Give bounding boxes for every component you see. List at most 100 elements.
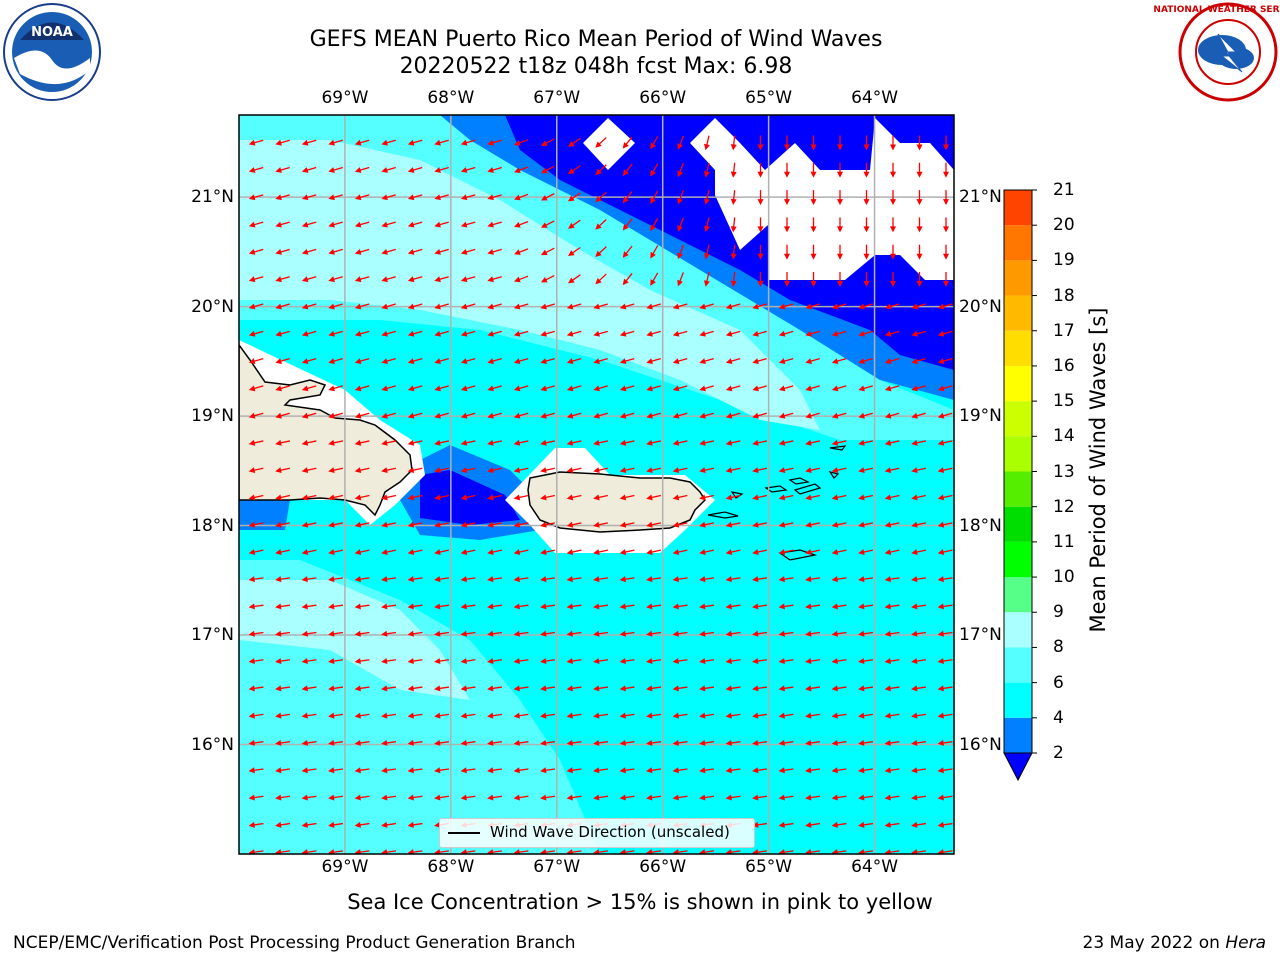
- direction-arrow-head: [301, 358, 309, 364]
- direction-arrow-head: [301, 276, 309, 283]
- direction-arrow-head: [831, 385, 839, 392]
- direction-arrow-head: [884, 385, 892, 392]
- direction-arrow-head: [248, 549, 256, 555]
- direction-arrow-head: [434, 439, 441, 446]
- direction-arrow-head: [354, 821, 361, 828]
- direction-arrow-head: [704, 171, 710, 178]
- direction-arrow-head: [778, 358, 786, 364]
- direction-arrow-head: [884, 412, 892, 419]
- direction-arrow-head: [566, 630, 573, 637]
- direction-arrow-head: [513, 794, 520, 801]
- lon-label-bottom: 68°W: [427, 857, 475, 877]
- direction-arrow-head: [275, 139, 282, 146]
- direction-arrow-head: [513, 385, 521, 392]
- direction-arrow-head: [407, 385, 415, 392]
- direction-arrow-head: [672, 630, 679, 637]
- direction-arrow-head: [646, 412, 653, 419]
- direction-arrow-head: [514, 194, 521, 201]
- direction-arrow-head: [725, 303, 733, 310]
- direction-arrow-head: [884, 794, 891, 801]
- direction-arrow-head: [699, 549, 706, 555]
- direction-arrow-head: [937, 303, 945, 310]
- direction-arrow-head: [381, 821, 388, 828]
- direction-arrow-head: [248, 658, 255, 665]
- direction-arrow-head: [619, 467, 627, 474]
- direction-arrow-head: [328, 849, 335, 854]
- direction-arrow-head: [884, 739, 891, 746]
- direction-arrow-head: [672, 467, 680, 474]
- direction-arrow-head: [622, 142, 629, 149]
- colorbar-tick-label: 6: [1053, 672, 1064, 693]
- direction-arrow-head: [725, 494, 733, 501]
- direction-arrow-head: [699, 794, 706, 801]
- direction-arrow-head: [752, 521, 759, 528]
- direction-arrow-head: [513, 494, 521, 501]
- direction-arrow-head: [248, 576, 255, 583]
- direction-arrow-head: [381, 794, 388, 801]
- direction-arrow-head: [699, 658, 706, 665]
- direction-arrow-head: [595, 141, 602, 148]
- direction-arrow-head: [566, 521, 574, 528]
- direction-arrow-head: [328, 412, 335, 419]
- colorbar-label: Mean Period of Wind Waves [s]: [1086, 307, 1110, 633]
- direction-arrow-head: [805, 712, 812, 719]
- direction-arrow-head: [858, 439, 865, 446]
- map-frame: [238, 114, 955, 855]
- direction-arrow-head: [884, 494, 892, 501]
- direction-arrow-head: [301, 521, 309, 528]
- direction-arrow-head: [911, 767, 918, 774]
- direction-arrow-head: [434, 194, 441, 201]
- direction-arrow-head: [434, 712, 441, 719]
- direction-arrow-head: [837, 226, 843, 233]
- direction-arrow-head: [354, 712, 361, 719]
- direction-arrow-head: [301, 821, 308, 828]
- lat-label-right: 17°N: [959, 625, 1002, 646]
- chart-subtitle: 20220522 t18z 048h fcst Max: 6.98: [399, 54, 793, 79]
- direction-arrow-head: [916, 171, 923, 178]
- direction-arrow-head: [434, 385, 441, 392]
- direction-arrow-head: [566, 439, 574, 446]
- direction-arrow-head: [704, 225, 710, 233]
- direction-arrow-head: [810, 253, 817, 260]
- lat-label-right: 20°N: [959, 296, 1002, 317]
- direction-arrow-head: [460, 494, 468, 501]
- direction-arrow-head: [704, 252, 710, 260]
- footer-date-text: 23 May 2022 on: [1082, 933, 1226, 953]
- direction-arrow-head: [884, 358, 892, 364]
- direction-arrow-head: [757, 199, 764, 206]
- direction-arrow-head: [863, 226, 870, 233]
- direction-arrow-head: [354, 494, 362, 501]
- direction-arrow-head: [248, 330, 256, 337]
- direction-arrow-head: [434, 139, 441, 146]
- direction-arrow-head: [672, 739, 679, 746]
- direction-arrow-head: [275, 549, 282, 555]
- direction-arrow-head: [354, 303, 362, 310]
- direction-arrow-head: [858, 330, 865, 337]
- direction-arrow-head: [381, 849, 388, 854]
- direction-arrow-head: [810, 226, 817, 233]
- colorbar-swatch: [1004, 436, 1032, 472]
- direction-arrow-head: [650, 142, 656, 150]
- direction-arrow-head: [863, 199, 870, 206]
- direction-arrow-head: [593, 685, 600, 692]
- direction-arrow-head: [916, 226, 923, 233]
- direction-arrow-head: [540, 439, 547, 446]
- colorbar-tick-label: 4: [1053, 707, 1064, 728]
- direction-arrow-head: [540, 685, 547, 692]
- direction-arrow-head: [699, 330, 706, 337]
- direction-arrow-head: [831, 794, 838, 801]
- direction-arrow-head: [487, 358, 494, 364]
- colorbar-swatch: [1004, 682, 1032, 718]
- direction-arrow-head: [884, 630, 891, 637]
- direction-arrow-head: [275, 221, 282, 228]
- direction-arrow-head: [460, 794, 467, 801]
- direction-arrow-head: [540, 467, 547, 474]
- colorbar-swatch: [1004, 225, 1032, 261]
- direction-arrow-head: [381, 494, 388, 501]
- direction-arrow-head: [301, 330, 309, 337]
- direction-arrow-head: [460, 549, 468, 555]
- direction-arrow-head: [699, 849, 706, 854]
- period-band-4-6-west: [239, 500, 290, 530]
- direction-arrow-head: [890, 281, 896, 287]
- direction-arrow-head: [725, 603, 732, 610]
